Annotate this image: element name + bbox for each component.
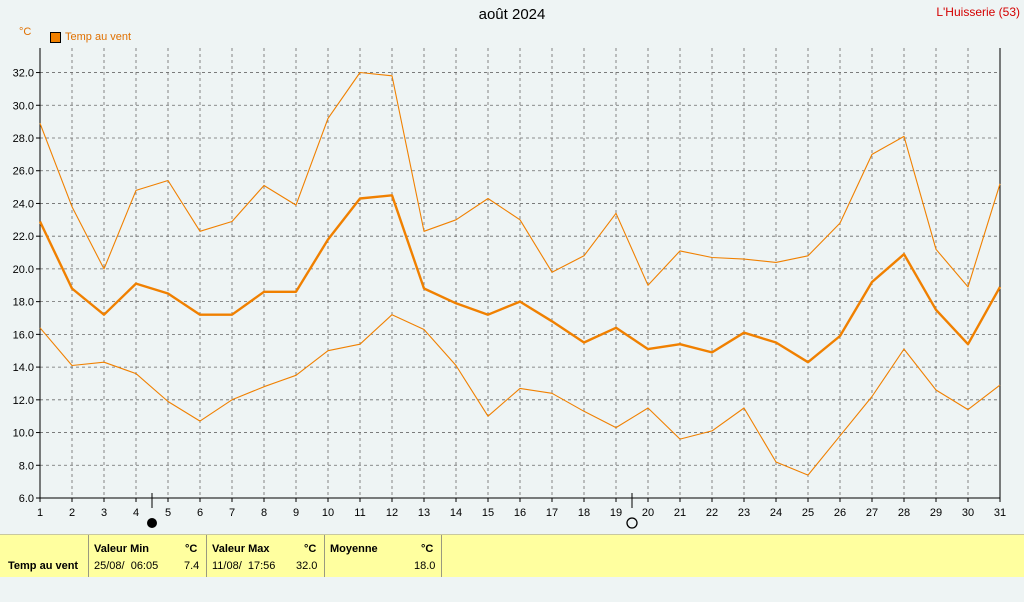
y-tick-label: 10.0 <box>13 428 34 440</box>
x-tick-label: 3 <box>101 507 107 519</box>
station-name: L'Huisserie (53) <box>936 5 1020 19</box>
chart-title: août 2024 <box>478 6 546 23</box>
x-tick-label: 22 <box>706 507 718 519</box>
temperature-chart: 6.08.010.012.014.016.018.020.022.024.026… <box>13 48 1006 529</box>
series-line-mean <box>38 194 1002 364</box>
y-tick-label: 30.0 <box>13 100 34 112</box>
x-tick-label: 31 <box>994 507 1006 519</box>
mean-value: 18.0 <box>414 560 436 572</box>
x-tick-label: 20 <box>642 507 654 519</box>
series-line-max <box>39 71 1001 288</box>
x-tick-label: 12 <box>386 507 398 519</box>
footer-row-label: Temp au vent <box>8 560 79 572</box>
x-tick-label: 26 <box>834 507 846 519</box>
x-tick-label: 23 <box>738 507 750 519</box>
x-tick-label: 13 <box>418 507 430 519</box>
mean-unit: °C <box>421 543 434 555</box>
stats-footer: Temp au vent Valeur Min °C 25/08/ 06:05 … <box>0 534 1024 577</box>
x-tick-label: 1 <box>37 507 43 519</box>
x-tick-label: 6 <box>197 507 203 519</box>
min-date: 25/08/ 06:05 <box>94 560 159 572</box>
x-tick-label: 11 <box>354 507 365 519</box>
y-tick-label: 20.0 <box>13 264 34 276</box>
legend: Temp au vent <box>50 31 131 43</box>
y-tick-label: 14.0 <box>13 362 34 374</box>
y-tick-label: 6.0 <box>19 493 34 505</box>
min-value: 7.4 <box>184 560 200 572</box>
y-tick-label: 12.0 <box>13 395 34 407</box>
x-tick-label: 24 <box>770 507 782 519</box>
y-tick-label: 22.0 <box>13 231 34 243</box>
x-tick-label: 7 <box>229 507 235 519</box>
x-tick-label: 30 <box>962 507 974 519</box>
x-tick-label: 21 <box>674 507 686 519</box>
new-moon-icon <box>147 518 157 528</box>
x-tick-label: 18 <box>578 507 590 519</box>
y-tick-label: 28.0 <box>13 133 34 145</box>
x-tick-label: 9 <box>293 507 299 519</box>
x-tick-label: 27 <box>866 507 878 519</box>
series-line-min <box>39 314 1001 476</box>
x-tick-label: 14 <box>450 507 462 519</box>
x-tick-label: 8 <box>261 507 267 519</box>
x-tick-label: 19 <box>610 507 622 519</box>
y-tick-label: 18.0 <box>13 297 34 309</box>
min-header: Valeur Min <box>94 543 150 555</box>
y-tick-label: 16.0 <box>13 329 34 341</box>
y-tick-label: 24.0 <box>13 198 34 210</box>
x-tick-label: 4 <box>133 507 139 519</box>
x-tick-label: 15 <box>482 507 494 519</box>
x-tick-label: 25 <box>802 507 814 519</box>
y-tick-label: 8.0 <box>19 460 34 472</box>
legend-swatch <box>50 31 61 43</box>
x-tick-label: 10 <box>322 507 334 519</box>
max-header: Valeur Max <box>212 543 270 555</box>
legend-label: Temp au vent <box>65 31 132 43</box>
max-unit: °C <box>304 543 317 555</box>
max-date: 11/08/ 17:56 <box>212 560 276 572</box>
max-value: 32.0 <box>296 560 318 572</box>
x-tick-label: 16 <box>514 507 526 519</box>
min-unit: °C <box>185 543 198 555</box>
y-axis-unit: °C <box>19 26 32 38</box>
x-tick-label: 29 <box>930 507 942 519</box>
x-tick-label: 2 <box>69 507 75 519</box>
x-tick-label: 17 <box>546 507 558 519</box>
x-tick-label: 5 <box>165 507 171 519</box>
mean-header: Moyenne <box>330 543 378 555</box>
full-moon-icon <box>626 517 638 529</box>
x-tick-label: 28 <box>898 507 910 519</box>
y-tick-label: 32.0 <box>13 68 34 80</box>
y-tick-label: 26.0 <box>13 166 34 178</box>
